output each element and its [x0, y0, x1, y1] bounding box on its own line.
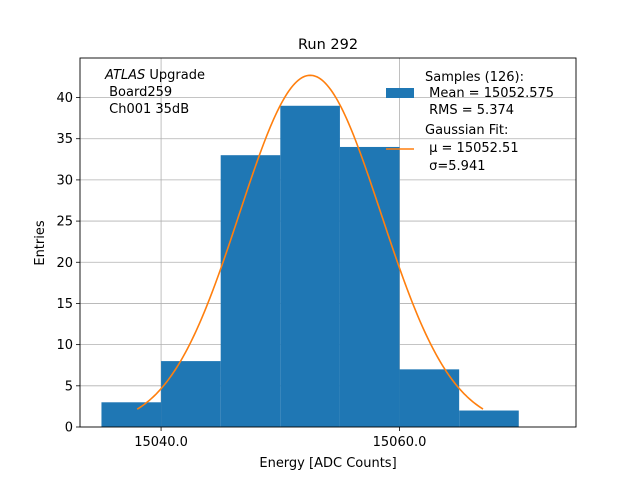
histogram-bar-2: [220, 155, 281, 428]
histogram-bars: [101, 105, 519, 428]
plot-frame: [79, 57, 577, 428]
histogram-bar-0: [101, 402, 162, 427]
histogram-bar-4: [339, 146, 400, 427]
annotation-atlas: ATLAS: [104, 68, 145, 83]
histogram-bar-6: [459, 410, 519, 427]
gaussian-fit-curve: [136, 74, 484, 410]
histogram-bar-3: [280, 105, 340, 427]
x-axis-label: Energy [ADC Counts]: [259, 456, 396, 471]
y-tick-label-8: 40: [56, 91, 73, 106]
x-tick-label-0: 15040.0: [134, 435, 188, 450]
y-tick-label-6: 30: [56, 173, 73, 188]
y-tick-label-7: 35: [56, 132, 73, 147]
y-axis-label: Entries: [33, 220, 48, 266]
legend-fit-line-2: μ = 15052.51: [425, 141, 519, 156]
histogram-bar-1: [161, 361, 221, 427]
y-tick-label-5: 25: [56, 215, 73, 230]
legend-samples-line-1: Samples (126):: [425, 70, 524, 85]
legend-fit-line-1: Gaussian Fit:: [425, 123, 508, 138]
y-tick-label-4: 20: [56, 256, 73, 271]
y-tick-label-1: 5: [65, 379, 73, 394]
x-tick-label-1: 15060.0: [373, 435, 427, 450]
gaussian-fit: [136, 74, 484, 410]
annotation-upgrade: Upgrade: [145, 68, 205, 83]
atlas-annotation: ATLAS Upgrade Board259 Ch001 35dB: [104, 68, 205, 117]
annotation-line-2: Board259: [105, 85, 172, 100]
legend-samples-line-2: Mean = 15052.575: [425, 86, 554, 101]
y-tick-label-2: 10: [56, 338, 73, 353]
y-tick-label-0: 0: [65, 421, 73, 436]
legend-fit-line-3: σ=5.941: [425, 159, 485, 174]
y-tick-label-3: 15: [56, 297, 73, 312]
histogram-bar-5: [399, 369, 460, 427]
legend-samples-swatch: [386, 88, 414, 98]
legend: Samples (126): Mean = 15052.575 RMS = 5.…: [386, 70, 554, 174]
annotation-line-1: ATLAS Upgrade: [104, 68, 205, 83]
y-axis-ticks: 0 5 10 15 20 25 30 35 40: [56, 91, 80, 436]
legend-samples-line-3: RMS = 5.374: [425, 103, 514, 118]
x-axis-ticks: 15040.0 15060.0: [134, 427, 426, 450]
annotation-line-3: Ch001 35dB: [105, 102, 189, 117]
chart-title: Run 292: [298, 37, 358, 53]
